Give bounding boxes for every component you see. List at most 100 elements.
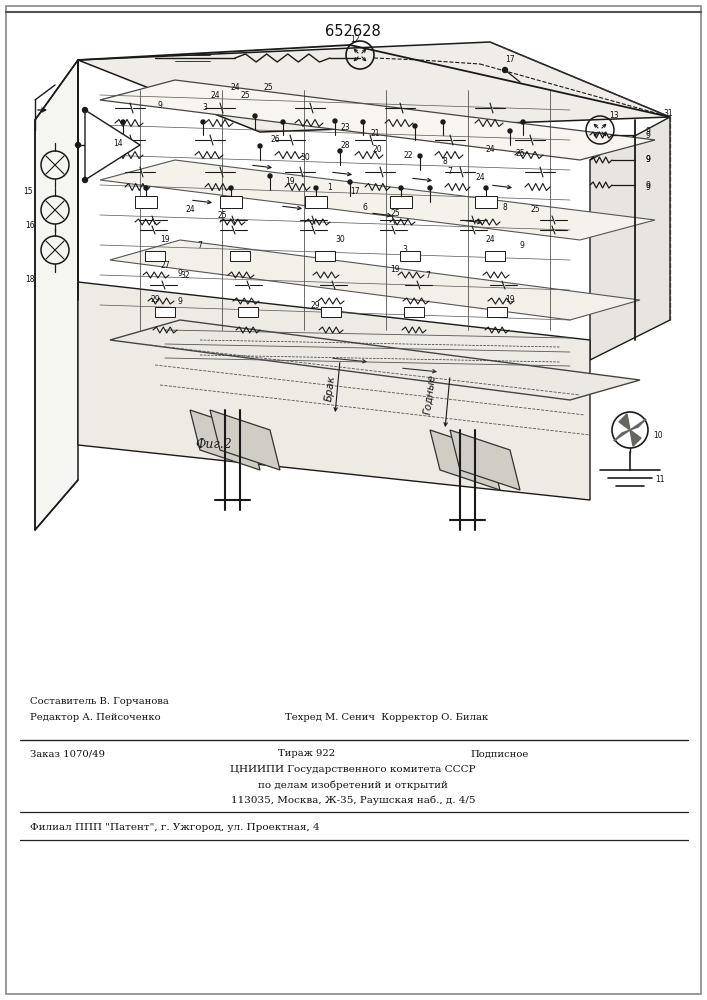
Polygon shape xyxy=(78,282,590,500)
Text: 652628: 652628 xyxy=(325,24,381,39)
Polygon shape xyxy=(190,410,260,470)
Text: 24: 24 xyxy=(485,235,495,244)
Text: 9: 9 xyxy=(177,268,182,277)
Polygon shape xyxy=(210,410,280,470)
Bar xyxy=(475,196,497,208)
Text: 9: 9 xyxy=(520,240,525,249)
Polygon shape xyxy=(630,419,646,430)
Bar xyxy=(487,307,507,317)
Text: 26: 26 xyxy=(270,135,280,144)
Circle shape xyxy=(361,120,365,124)
Text: 15: 15 xyxy=(23,188,33,196)
Bar xyxy=(485,251,505,261)
Text: 27: 27 xyxy=(160,260,170,269)
Polygon shape xyxy=(85,110,140,180)
Text: 9: 9 xyxy=(645,184,650,192)
Text: 7: 7 xyxy=(197,240,202,249)
Text: 113035, Москва, Ж-35, Раушская наб., д. 4/5: 113035, Москва, Ж-35, Раушская наб., д. … xyxy=(230,795,475,805)
Text: 28: 28 xyxy=(340,140,350,149)
Circle shape xyxy=(229,186,233,190)
Text: 25: 25 xyxy=(263,84,273,93)
Text: 30: 30 xyxy=(300,153,310,162)
Text: 1: 1 xyxy=(327,184,332,192)
Polygon shape xyxy=(100,160,655,240)
Circle shape xyxy=(503,68,508,73)
Circle shape xyxy=(144,186,148,190)
Text: 9: 9 xyxy=(645,155,650,164)
Bar xyxy=(238,307,258,317)
Text: 25: 25 xyxy=(515,148,525,157)
Text: 19: 19 xyxy=(390,265,400,274)
Text: 29: 29 xyxy=(310,300,320,310)
Text: 32: 32 xyxy=(180,270,189,279)
Text: 9: 9 xyxy=(177,298,182,306)
Bar xyxy=(315,251,335,261)
Bar xyxy=(305,196,327,208)
Polygon shape xyxy=(590,117,670,360)
Text: 18: 18 xyxy=(25,275,35,284)
Text: ЦНИИПИ Государственного комитета СССР: ЦНИИПИ Государственного комитета СССР xyxy=(230,766,476,774)
Text: Техред М. Сенич  Корректор О. Билак: Техред М. Сенич Корректор О. Билак xyxy=(285,714,489,722)
Text: 13: 13 xyxy=(609,110,619,119)
Bar xyxy=(220,196,242,208)
Circle shape xyxy=(508,129,512,133)
Polygon shape xyxy=(78,42,670,132)
Circle shape xyxy=(201,120,205,124)
Text: 22: 22 xyxy=(403,150,413,159)
Circle shape xyxy=(258,144,262,148)
Text: Редактор А. Пейсоченко: Редактор А. Пейсоченко xyxy=(30,714,160,722)
Text: Заказ 1070/49: Заказ 1070/49 xyxy=(30,750,105,758)
Text: 24: 24 xyxy=(230,84,240,93)
Bar xyxy=(230,251,250,261)
Text: 25: 25 xyxy=(390,209,400,218)
Bar xyxy=(145,251,165,261)
Circle shape xyxy=(121,120,125,124)
Circle shape xyxy=(348,180,352,184)
Text: 7: 7 xyxy=(426,270,431,279)
Circle shape xyxy=(399,186,403,190)
Text: 17: 17 xyxy=(350,188,360,196)
Polygon shape xyxy=(630,430,641,446)
Text: 9: 9 xyxy=(645,127,650,136)
Text: Фиг.2: Фиг.2 xyxy=(195,438,232,452)
Text: 20: 20 xyxy=(372,145,382,154)
Polygon shape xyxy=(619,414,630,430)
Text: Брак: Брак xyxy=(323,375,337,402)
Polygon shape xyxy=(450,430,520,490)
Text: 19: 19 xyxy=(506,296,515,304)
Text: Составитель В. Горчанова: Составитель В. Горчанова xyxy=(30,698,169,706)
Text: 25: 25 xyxy=(240,91,250,100)
Polygon shape xyxy=(110,320,640,400)
Text: 3: 3 xyxy=(203,104,207,112)
Text: 9: 9 xyxy=(158,101,163,109)
Circle shape xyxy=(76,142,81,147)
Text: 24: 24 xyxy=(185,206,195,215)
Text: 9: 9 xyxy=(645,180,650,190)
Text: 17: 17 xyxy=(506,55,515,64)
Circle shape xyxy=(281,120,285,124)
Polygon shape xyxy=(100,80,655,160)
Text: 11: 11 xyxy=(655,476,665,485)
Text: 6: 6 xyxy=(363,202,368,212)
Text: 8: 8 xyxy=(443,157,448,166)
Bar xyxy=(390,196,412,208)
Bar xyxy=(400,251,420,261)
Text: Подписное: Подписное xyxy=(470,750,528,758)
Text: 24: 24 xyxy=(210,91,220,100)
Bar xyxy=(155,307,175,317)
Circle shape xyxy=(413,124,417,128)
Text: по делам изобретений и открытий: по делам изобретений и открытий xyxy=(258,780,448,790)
Polygon shape xyxy=(430,430,500,490)
Text: Тираж 922: Тираж 922 xyxy=(278,750,335,758)
Text: 10: 10 xyxy=(653,430,663,440)
Circle shape xyxy=(418,154,422,158)
Text: 14: 14 xyxy=(113,138,123,147)
Text: 25: 25 xyxy=(217,211,227,220)
Text: 31: 31 xyxy=(663,108,673,117)
Text: 3: 3 xyxy=(402,245,407,254)
Circle shape xyxy=(441,120,445,124)
Text: 30: 30 xyxy=(335,235,345,244)
Text: 19: 19 xyxy=(285,178,295,186)
Text: 24: 24 xyxy=(485,145,495,154)
Circle shape xyxy=(268,174,272,178)
